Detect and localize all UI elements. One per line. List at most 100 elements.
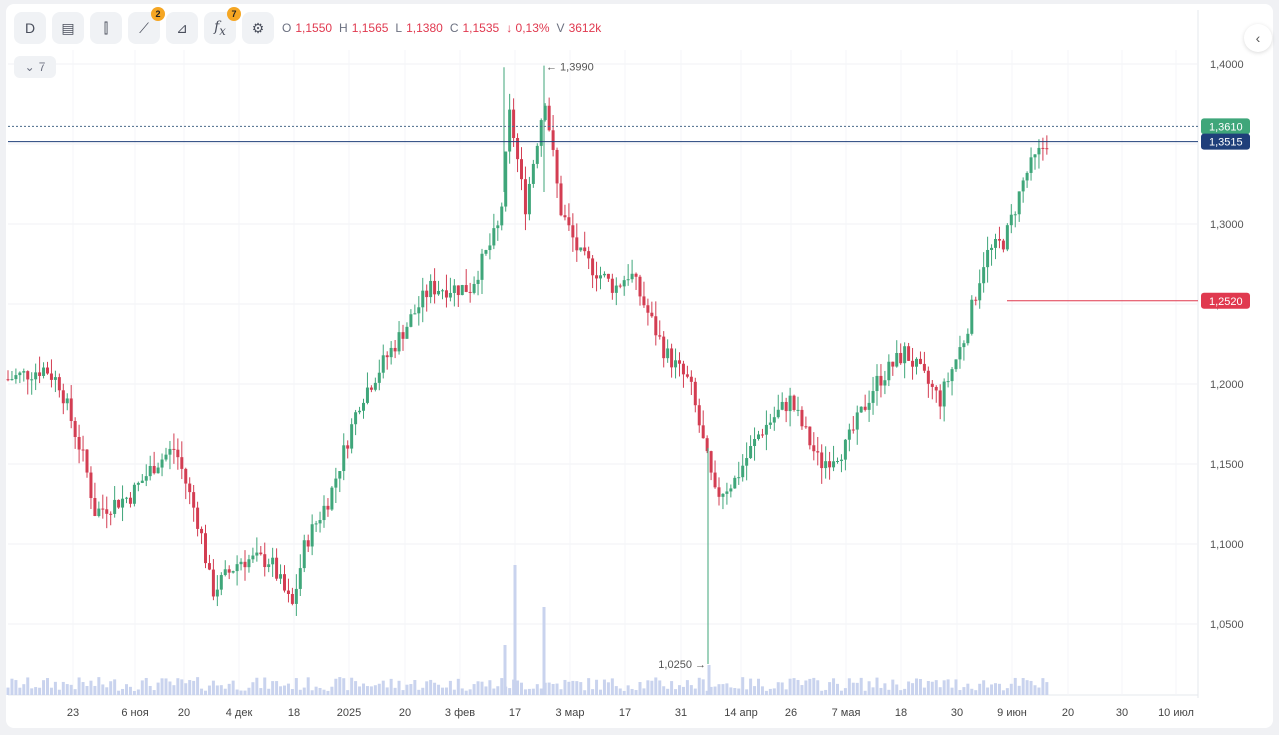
- volume-bar: [681, 686, 685, 695]
- drawing-button[interactable]: ⊿: [166, 12, 198, 44]
- volume-bar: [263, 677, 267, 695]
- interval-button[interactable]: D: [14, 12, 46, 44]
- candle-body: [780, 401, 784, 410]
- volume-bar: [207, 685, 211, 695]
- candle-body: [918, 358, 922, 364]
- o-label: O: [282, 21, 292, 35]
- alert-tag-bg: [1201, 292, 1250, 309]
- volume-bar: [685, 680, 689, 695]
- volume-bar: [61, 681, 65, 695]
- volume-bar: [812, 677, 816, 695]
- candle-body: [480, 253, 484, 280]
- sliders-icon: ⚙: [251, 19, 265, 36]
- volume-bar: [484, 686, 488, 695]
- volume-bar: [839, 690, 843, 695]
- volume-bar: [496, 686, 500, 695]
- volume-bar: [796, 679, 800, 695]
- functions-button[interactable]: fx 7: [204, 7, 241, 44]
- candle-body: [531, 163, 535, 184]
- candle-body: [251, 555, 255, 560]
- candle-body: [879, 375, 883, 386]
- volume-bar: [30, 688, 34, 695]
- candle-body: [1041, 147, 1045, 149]
- candle-body: [125, 497, 128, 499]
- volume-bar: [401, 690, 405, 695]
- volume-bar: [89, 680, 93, 695]
- candle-body: [610, 278, 614, 293]
- candle-body: [697, 405, 701, 426]
- volume-bar: [832, 678, 836, 695]
- candle-body: [626, 279, 630, 281]
- candle-body: [433, 280, 437, 295]
- volume-bar: [358, 686, 362, 695]
- candle-body: [385, 355, 389, 358]
- volume-bar: [753, 686, 757, 695]
- candle-body: [543, 105, 547, 121]
- volume-bar: [670, 681, 674, 695]
- volume-bar: [365, 686, 369, 695]
- candle-body: [464, 285, 468, 292]
- volume-bar: [437, 684, 441, 695]
- volume-bar: [164, 678, 168, 695]
- volume-bar: [828, 682, 832, 695]
- candle-body: [275, 557, 279, 579]
- side-panel-toggle[interactable]: ‹: [1244, 24, 1272, 52]
- candle-body: [820, 452, 824, 469]
- volume-bar: [338, 677, 342, 695]
- candle-body: [393, 347, 397, 352]
- last-price-tag-bg: [1201, 118, 1250, 135]
- chart-toolbar: D ▤ ⫿ ⟋ 2 ⊿ fx 7 ⚙: [14, 7, 274, 44]
- candle-body: [674, 360, 678, 368]
- functions-badge: 7: [227, 7, 241, 21]
- x-tick-label: 26: [785, 707, 797, 719]
- candle-body: [839, 459, 843, 462]
- candle-body: [871, 391, 875, 403]
- volume-bar: [587, 678, 591, 695]
- candle-body: [587, 251, 591, 259]
- candle-body: [1045, 148, 1049, 150]
- candle-body: [65, 398, 69, 404]
- y-tick-label: 1,4000: [1210, 59, 1244, 71]
- volume-bar: [235, 689, 239, 695]
- candle-body: [128, 497, 132, 504]
- candle-body: [915, 358, 918, 367]
- candle-body: [26, 371, 30, 380]
- candle-body: [444, 290, 448, 298]
- volume-bar: [847, 678, 851, 695]
- candle-body: [899, 352, 903, 364]
- candle-body: [591, 258, 595, 276]
- notes-button[interactable]: ▤: [52, 12, 84, 44]
- candle-body: [875, 375, 879, 392]
- volume-bar: [10, 678, 14, 695]
- candle-body: [863, 406, 867, 410]
- volume-bar: [859, 677, 863, 695]
- candle-body: [911, 360, 915, 367]
- candle-body: [654, 316, 658, 336]
- candle-body: [1029, 157, 1033, 173]
- x-tick-label: 3 фев: [445, 707, 475, 719]
- settings-button[interactable]: ⚙: [242, 12, 274, 44]
- volume-bar: [579, 682, 583, 695]
- collapse-button[interactable]: ⌄ 7: [14, 56, 56, 78]
- candle-body: [168, 448, 172, 455]
- level-tag: 1,3515: [1209, 137, 1243, 149]
- volume-bar: [433, 682, 437, 695]
- candle-body: [441, 290, 444, 292]
- volume-bar: [737, 688, 741, 695]
- candle-body: [318, 520, 322, 524]
- indicators-button[interactable]: ⟋ 2: [128, 7, 165, 44]
- volume-bar: [377, 683, 381, 695]
- candle-body: [974, 299, 978, 301]
- volume-bar: [255, 677, 259, 695]
- chart-type-button[interactable]: ⫿: [90, 12, 122, 44]
- volume-bar: [184, 683, 188, 695]
- volume-bar: [49, 687, 53, 695]
- volume-bar: [792, 678, 796, 695]
- candle-body: [721, 493, 725, 497]
- volume-bar: [247, 687, 251, 695]
- volume-bar: [314, 686, 318, 695]
- volume-bar: [334, 678, 338, 695]
- volume-bar: [867, 681, 871, 695]
- volume-bar: [294, 678, 298, 695]
